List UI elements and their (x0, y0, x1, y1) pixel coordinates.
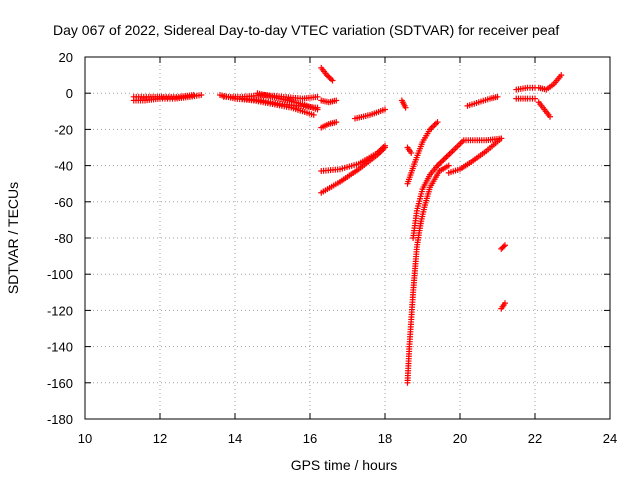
series-arc7 (318, 64, 336, 84)
x-tick-label: 10 (78, 431, 92, 446)
data-point (502, 242, 508, 249)
data-point (382, 144, 388, 151)
series-arc27 (535, 99, 553, 120)
data-point (314, 106, 321, 113)
y-tick-label: -100 (47, 267, 73, 282)
data-points (130, 64, 565, 386)
data-point (190, 92, 197, 99)
y-axis-label: SDTVAR / TECUs (5, 182, 21, 294)
data-point (408, 149, 415, 156)
series-arc13 (398, 97, 409, 111)
series-arc8 (318, 97, 340, 106)
data-point (498, 135, 505, 142)
series-arc14 (404, 220, 424, 386)
data-point (434, 119, 441, 126)
y-tick-label: -40 (54, 159, 73, 174)
series-arc9 (318, 119, 340, 131)
data-point (500, 243, 507, 250)
data-point (310, 111, 317, 118)
y-tick-label: -20 (54, 122, 73, 137)
data-point (558, 72, 565, 79)
y-tick-label: -180 (47, 412, 73, 427)
series-arc15 (417, 162, 452, 227)
data-point (333, 119, 340, 126)
x-tick-label: 12 (153, 431, 167, 446)
y-tick-label: -60 (54, 195, 73, 210)
series-arc11 (318, 144, 388, 196)
series-arc6 (254, 90, 321, 113)
series-arc12 (352, 106, 388, 122)
series-arc25 (513, 95, 538, 102)
series-arc22 (498, 242, 508, 252)
series-arc2 (130, 92, 197, 100)
data-point (314, 93, 321, 100)
series-arc19 (404, 119, 441, 187)
x-tick-label: 24 (603, 431, 617, 446)
series-arc18 (445, 135, 505, 176)
data-point (402, 104, 409, 111)
x-tick-label: 14 (228, 431, 242, 446)
series-arc20 (404, 144, 415, 156)
data-point (326, 74, 333, 81)
data-point (547, 113, 553, 120)
x-tick-label: 20 (453, 431, 467, 446)
data-point (328, 76, 335, 83)
y-tick-label: -140 (47, 340, 73, 355)
data-point (329, 77, 336, 84)
series-arc24 (513, 84, 538, 93)
chart-title: Day 067 of 2022, Sidereal Day-to-day VTE… (53, 22, 559, 38)
x-tick-label: 22 (528, 431, 542, 446)
x-tick-label: 16 (303, 431, 317, 446)
data-point (382, 106, 388, 113)
data-point (494, 93, 501, 100)
data-point (502, 300, 508, 307)
grid (85, 57, 610, 419)
y-tick-label: -120 (47, 303, 73, 318)
y-tick-label: 0 (66, 86, 73, 101)
data-point (325, 73, 332, 80)
y-tick-label: 20 (59, 50, 73, 65)
data-point (532, 95, 538, 102)
plot-frame (84, 56, 611, 420)
y-tick-label: -80 (54, 231, 73, 246)
axis-ticks: 10 12 14 16 18 20 22 24 20 0 -20 -40 -60 -80 -100 -120 -… (47, 50, 617, 446)
series-arc16 (410, 162, 441, 241)
y-tick-label: -160 (47, 376, 73, 391)
series-arc23 (498, 300, 508, 312)
series-arc17 (434, 135, 505, 169)
data-point (333, 97, 340, 104)
x-axis-label: GPS time / hours (291, 457, 398, 473)
series-arc26 (535, 72, 565, 93)
data-point (198, 92, 205, 99)
series-arc10 (318, 142, 388, 175)
data-point (445, 162, 452, 169)
series-arc21 (464, 93, 501, 109)
x-tick-label: 18 (378, 431, 392, 446)
